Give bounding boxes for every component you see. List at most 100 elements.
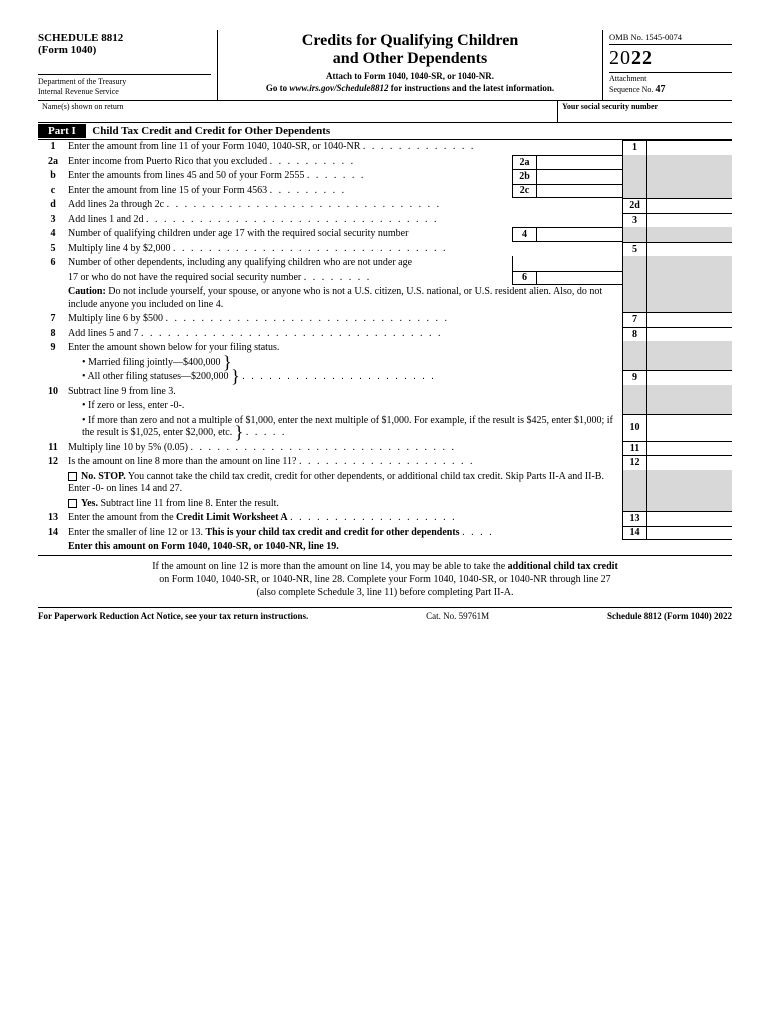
line-1: 1 Enter the amount from line 11 of your … — [38, 140, 732, 155]
gray-2a — [622, 155, 732, 170]
gray-6b — [622, 271, 732, 286]
line-3: 3 Add lines 1 and 2d . . . . . . . . . .… — [38, 213, 732, 228]
box-10[interactable]: 10 — [622, 414, 732, 441]
box-2b[interactable]: 2b — [512, 169, 622, 184]
line-8: 8 Add lines 5 and 7 . . . . . . . . . . … — [38, 327, 732, 342]
box-9[interactable]: 9 — [622, 370, 732, 385]
goto-line: Go to www.irs.gov/Schedule8812 for instr… — [226, 83, 594, 93]
line-12-yes: Yes. Subtract line 11 from line 8. Enter… — [38, 497, 732, 512]
line-num-6: 6 — [38, 256, 68, 271]
line-6-caution: Caution: Do not include yourself, your s… — [38, 285, 732, 312]
line-text-12: Is the amount on line 8 more than the am… — [68, 455, 622, 470]
year-prefix: 20 — [609, 47, 631, 69]
box-2a[interactable]: 2a — [512, 155, 622, 170]
gray-12b — [622, 497, 732, 512]
line-2c: c Enter the amount from line 15 of your … — [38, 184, 732, 199]
line-text-6b: 17 or who do not have the required socia… — [68, 271, 512, 286]
line-num-11: 11 — [38, 441, 68, 456]
line-text-2a: Enter income from Puerto Rico that you e… — [68, 155, 512, 170]
line-num-8: 8 — [38, 327, 68, 342]
line-10-b2: • If more than zero and not a multiple o… — [68, 414, 622, 441]
attachment-sequence: Attachment Sequence No. 47 — [609, 73, 732, 95]
box-2d[interactable]: 2d — [622, 198, 732, 213]
line-12-no: No. STOP. You cannot take the child tax … — [38, 470, 732, 497]
gray-2c — [622, 184, 732, 199]
line-text-6a: Number of other dependents, including an… — [68, 256, 512, 271]
form-header: SCHEDULE 8812 (Form 1040) Department of … — [38, 30, 732, 101]
header-center: Credits for Qualifying Children and Othe… — [218, 30, 602, 100]
seq-num: 47 — [655, 84, 665, 95]
line-num-3: 3 — [38, 213, 68, 228]
gray-9b — [622, 356, 732, 371]
box-3[interactable]: 3 — [622, 213, 732, 228]
line-num-12: 12 — [38, 455, 68, 470]
line-2d: d Add lines 2a through 2c . . . . . . . … — [38, 198, 732, 213]
gray-2b — [622, 169, 732, 184]
note-line3: (also complete Schedule 3, line 11) befo… — [58, 586, 712, 599]
line-text-14b: Enter this amount on Form 1040, 1040-SR,… — [68, 540, 732, 555]
line-num-14: 14 — [38, 526, 68, 541]
line-text-2b: Enter the amounts from lines 45 and 50 o… — [68, 169, 512, 184]
line-9-row3: • All other filing statuses—$200,000 } .… — [38, 370, 732, 385]
ssn-label[interactable]: Your social security number — [557, 101, 732, 122]
box-12[interactable]: 12 — [622, 455, 732, 470]
line-5: 5 Multiply line 4 by $2,000 . . . . . . … — [38, 242, 732, 257]
box-8[interactable]: 8 — [622, 327, 732, 342]
footer-right: Schedule 8812 (Form 1040) 2022 — [607, 611, 732, 621]
brace-icon: } — [231, 371, 240, 382]
box-5[interactable]: 5 — [622, 242, 732, 257]
line-12-yes-text: Yes. Subtract line 11 from line 8. Enter… — [68, 497, 622, 512]
box-6[interactable]: 6 — [512, 271, 622, 286]
line-text-2c: Enter the amount from line 15 of your Fo… — [68, 184, 512, 199]
name-ssn-row: Name(s) shown on return Your social secu… — [38, 101, 732, 123]
line-2b: b Enter the amounts from lines 45 and 50… — [38, 169, 732, 184]
names-label[interactable]: Name(s) shown on return — [38, 101, 557, 122]
line-14-row2: Enter this amount on Form 1040, 1040-SR,… — [38, 540, 732, 556]
line-text-13: Enter the amount from the Credit Limit W… — [68, 511, 622, 526]
note-line1: If the amount on line 12 is more than th… — [58, 560, 712, 573]
dept-line1: Department of the Treasury — [38, 77, 211, 87]
brace-icon: } — [235, 427, 244, 438]
schedule-number: SCHEDULE 8812 — [38, 32, 211, 44]
line-num-13: 13 — [38, 511, 68, 526]
line-text-2d: Add lines 2a through 2c . . . . . . . . … — [68, 198, 622, 213]
box-2c[interactable]: 2c — [512, 184, 622, 199]
checkbox-no[interactable] — [68, 472, 77, 481]
line-text-7: Multiply line 6 by $500 . . . . . . . . … — [68, 312, 622, 327]
form-title-2: and Other Dependents — [226, 50, 594, 68]
line-num-9: 9 — [38, 341, 68, 356]
checkbox-yes[interactable] — [68, 499, 77, 508]
part1-header-row: Part I Child Tax Credit and Credit for O… — [38, 123, 732, 140]
box-13[interactable]: 13 — [622, 511, 732, 526]
line-4: 4 Number of qualifying children under ag… — [38, 227, 732, 242]
line-num-10: 10 — [38, 385, 68, 400]
line-text-11: Multiply line 10 by 5% (0.05) . . . . . … — [68, 441, 622, 456]
gray-6c — [622, 285, 732, 312]
caution-text: Caution: Do not include yourself, your s… — [68, 285, 622, 312]
box-7[interactable]: 7 — [622, 312, 732, 327]
line-num-2b: b — [38, 169, 68, 184]
line-num-2d: d — [38, 198, 68, 213]
box-1[interactable]: 1 — [622, 140, 732, 155]
goto-url: www.irs.gov/Schedule8812 — [289, 83, 388, 93]
line-12-no-text: No. STOP. You cannot take the child tax … — [68, 470, 622, 497]
box-14[interactable]: 14 — [622, 526, 732, 541]
line-num-2c: c — [38, 184, 68, 199]
box-11[interactable]: 11 — [622, 441, 732, 456]
seq-label: Sequence No. — [609, 85, 655, 94]
line-text-5: Multiply line 4 by $2,000 . . . . . . . … — [68, 242, 622, 257]
form-body: 1 Enter the amount from line 11 of your … — [38, 140, 732, 556]
additional-credit-note: If the amount on line 12 is more than th… — [38, 556, 732, 605]
part1-title: Child Tax Credit and Credit for Other De… — [88, 125, 330, 137]
line-num-7: 7 — [38, 312, 68, 327]
dept-line2: Internal Revenue Service — [38, 87, 211, 97]
line-text-8: Add lines 5 and 7 . . . . . . . . . . . … — [68, 327, 622, 342]
line-text-10: Subtract line 9 from line 3. — [68, 385, 622, 400]
line-14-row1: 14 Enter the smaller of line 12 or 13. T… — [38, 526, 732, 541]
box-4[interactable]: 4 — [512, 227, 622, 242]
gray-10b — [622, 399, 732, 414]
gray-6a — [622, 256, 732, 271]
att-label: Attachment — [609, 75, 732, 84]
note-line2: on Form 1040, 1040-SR, or 1040-NR, line … — [58, 573, 712, 586]
goto-post: for instructions and the latest informat… — [389, 83, 555, 93]
